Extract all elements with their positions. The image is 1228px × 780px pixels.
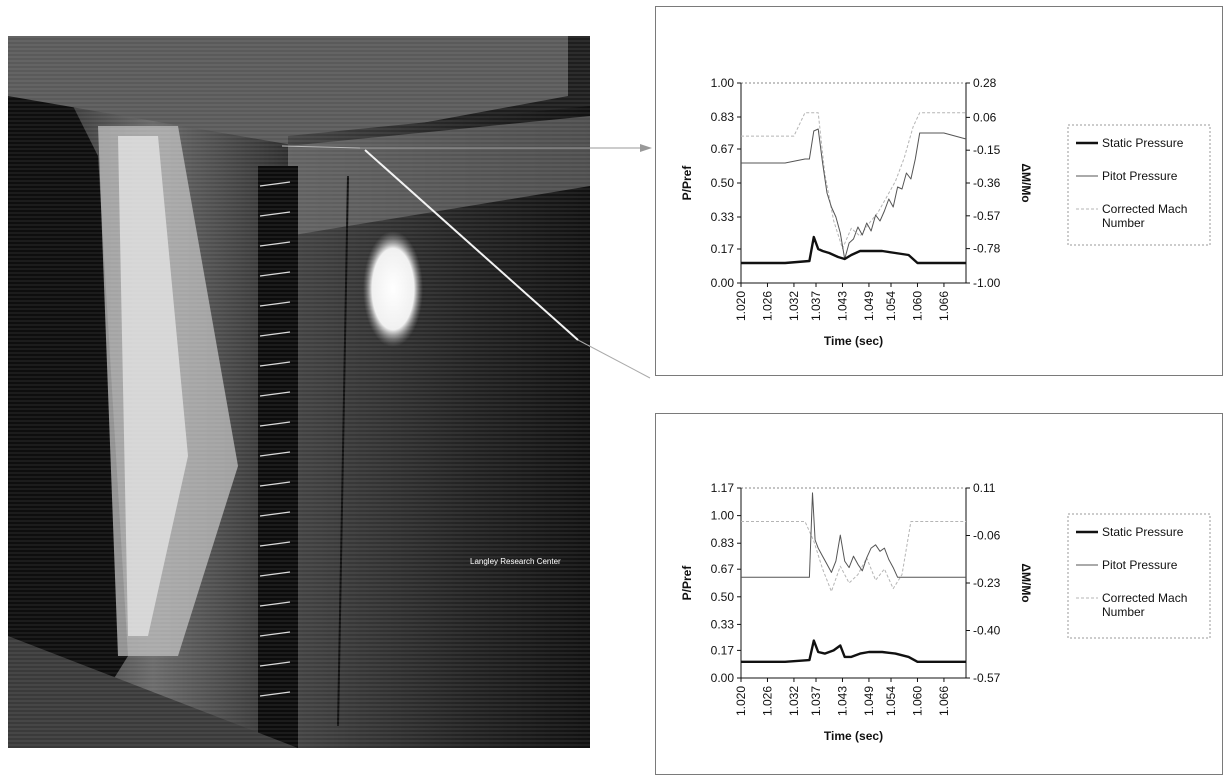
series-line-pitot-pressure [741,128,967,260]
y-tick-label: 1.00 [711,509,735,523]
y-tick-label: 0.67 [711,562,735,576]
legend-label: Pitot Pressure [1102,558,1178,572]
chart-bottom: 1.17 1.00 0.83 0.67 0.50 0.33 0.17 0.00 0.11 -0.0… [680,481,1211,743]
x-tick-label: 1.032 [787,686,801,716]
y-tick-label: 0.50 [711,176,735,190]
legend-box [1067,124,1211,246]
y-tick-label: 1.00 [711,76,735,90]
y2-axis-title: ΔM/Mo [1019,563,1033,602]
x-tick-label: 1.043 [835,686,849,716]
x-tick-label: 1.026 [760,686,774,716]
y2-tick-label: -1.00 [973,276,1001,290]
y-tick-label: 0.83 [711,536,735,550]
y-tick-label: 0.67 [711,142,735,156]
legend-label: Pitot Pressure [1102,169,1178,183]
y-tick-label: 0.17 [711,242,735,256]
y2-tick-label: -0.57 [973,209,1001,223]
series-line-static-pressure [741,235,966,265]
y2-tick-label: 0.06 [973,110,997,124]
y2-tick-label: 0.28 [973,76,997,90]
x-tick-label: 1.026 [760,291,774,321]
x-tick-label: 1.032 [787,291,801,321]
y-tick-label: 1.17 [711,481,735,495]
x-axis-title: Time (sec) [824,729,883,743]
y2-tick-label: -0.57 [973,671,1001,685]
y-tick-label: 0.00 [711,276,735,290]
x-tick-label: 1.054 [884,686,898,716]
legend-label: Corrected Mach Number [1102,591,1187,619]
y-tick-label: 0.00 [711,671,735,685]
series-line-corrected-mach-number [741,112,966,250]
x-tick-label: 1.060 [910,291,924,321]
x-tick-label: 1.060 [910,686,924,716]
x-axis-title: Time (sec) [824,334,883,348]
series-line-static-pressure [741,639,966,664]
legend-label: Static Pressure [1102,525,1184,539]
legend: Static Pressure Pitot Pressure Corrected M… [1067,124,1211,246]
x-tick-label: 1.066 [937,291,951,321]
y2-tick-label: -0.15 [973,143,1001,157]
y-tick-label: 0.33 [711,210,735,224]
chart-top: 1.00 0.83 0.67 0.50 0.33 0.17 0.00 0.28 0.06 -0.1… [680,76,1211,348]
x-tick-label: 1.020 [734,686,748,716]
y-tick-label: 0.83 [711,110,735,124]
x-tick-label: 1.037 [809,686,823,716]
photo-caption: Langley Research Center [470,557,561,566]
x-tick-label: 1.054 [884,291,898,321]
series-line-corrected-mach-number [741,521,966,592]
legend-label: Static Pressure [1102,136,1184,150]
x-tick-label: 1.049 [862,686,876,716]
x-tick-label: 1.066 [937,686,951,716]
y2-tick-label: 0.11 [973,481,996,495]
wind-tunnel-photo: Langley Research Center [8,36,590,748]
y2-tick-label: -0.78 [973,242,1001,256]
series-line-pitot-pressure [741,492,966,578]
chart-panel-bottom: 1.17 1.00 0.83 0.67 0.50 0.33 0.17 0.00 0.11 -0.0… [655,413,1223,775]
y-axis-title: P/Pref [680,565,694,601]
y2-axis-title: ΔM/Mo [1019,163,1033,202]
chart-panel-top: 1.00 0.83 0.67 0.50 0.33 0.17 0.00 0.28 0.06 -0.1… [655,6,1223,376]
y-tick-label: 0.50 [711,590,735,604]
y-tick-label: 0.17 [711,643,735,657]
legend-box [1067,513,1211,639]
legend: Static Pressure Pitot Pressure Corrected M… [1067,513,1211,639]
y2-tick-label: -0.36 [973,176,1001,190]
y2-tick-label: -0.23 [973,576,1001,590]
x-tick-label: 1.043 [835,291,849,321]
y-tick-label: 0.33 [711,617,735,631]
x-tick-label: 1.020 [734,291,748,321]
plot-area [740,487,967,679]
y-axis-title: P/Pref [680,165,694,201]
y2-tick-label: -0.40 [973,624,1001,638]
legend-label: Corrected Mach Number [1102,202,1187,230]
x-tick-label: 1.049 [862,291,876,321]
y2-tick-label: -0.06 [973,529,1001,543]
x-tick-label: 1.037 [809,291,823,321]
